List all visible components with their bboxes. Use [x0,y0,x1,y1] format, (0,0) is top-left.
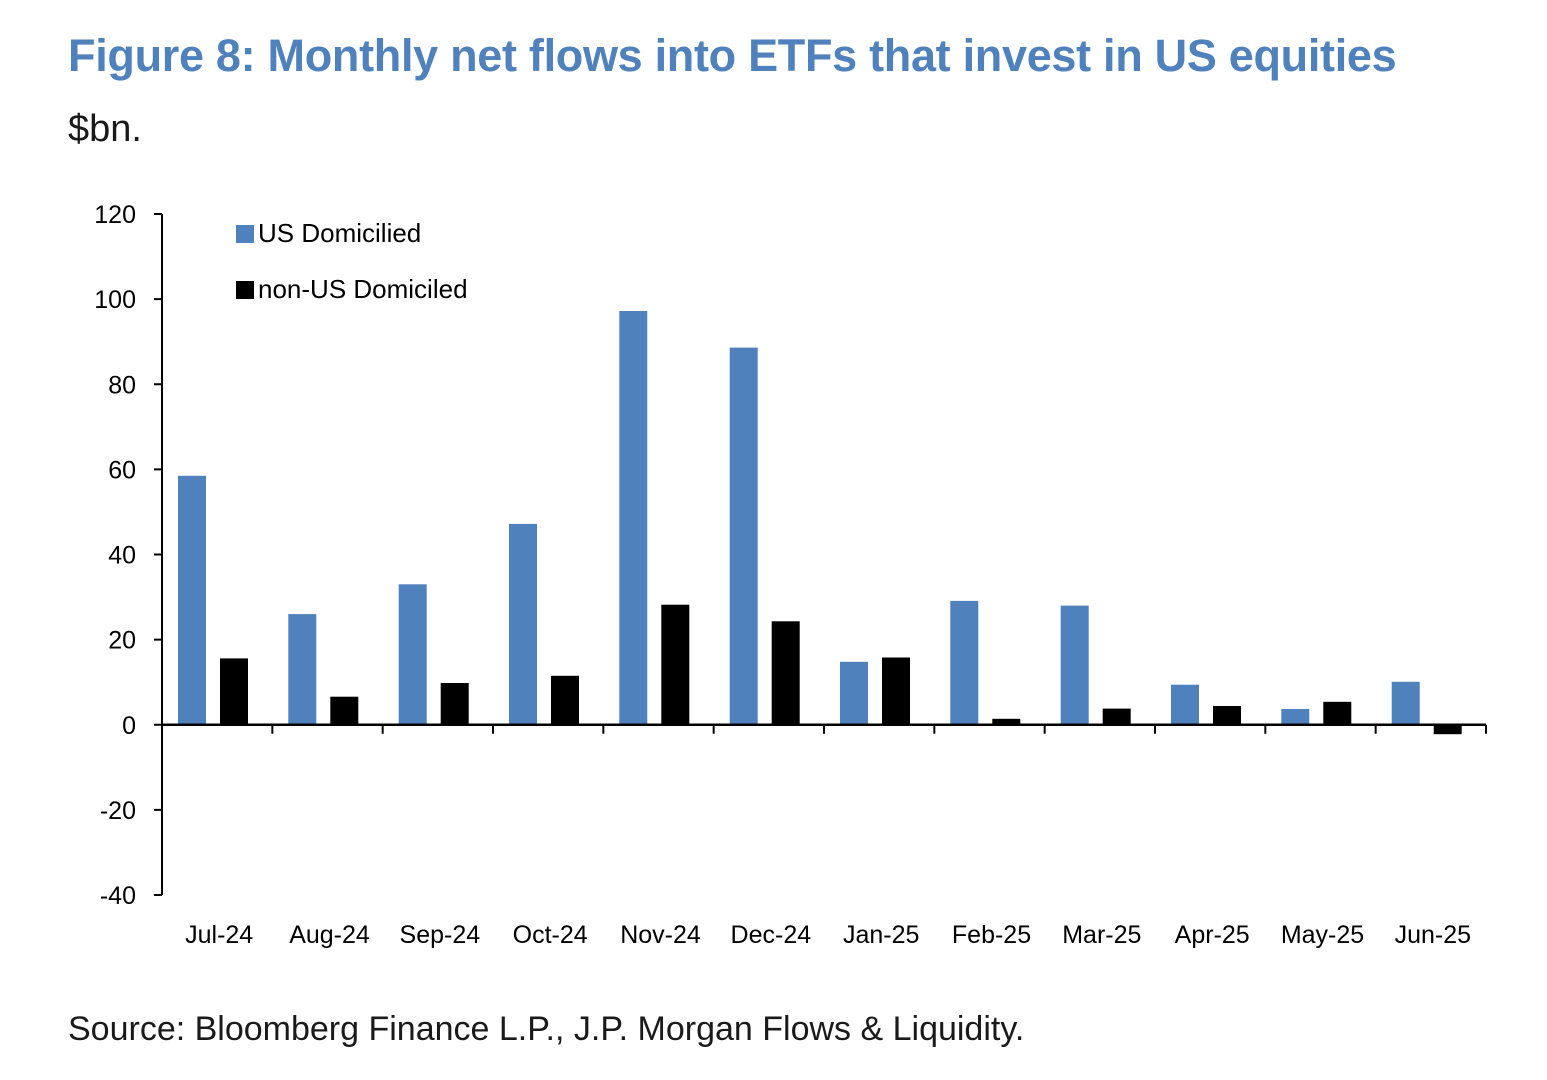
bar-us-domiciled-dec-24 [729,347,758,725]
x-tick-label: Jan-25 [843,921,919,949]
x-tick-label: Feb-25 [952,921,1031,949]
bar-non-us-domiciled-may-25 [1323,701,1352,725]
y-tick-label: 40 [108,542,136,570]
bar-non-us-domiciled-nov-24 [661,604,690,725]
bar-non-us-domiciled-aug-24 [330,696,359,725]
chart-title: Figure 8: Monthly net flows into ETFs th… [68,30,1397,81]
x-tick-label: Jul-24 [185,921,253,949]
legend: US Domicilied non-US Domiciled [236,218,468,304]
legend-swatch [236,225,254,243]
bar-non-us-domiciled-feb-25 [992,718,1021,725]
bar-non-us-domiciled-jul-24 [220,658,248,725]
bar-us-domiciled-apr-25 [1171,684,1199,725]
bar-non-us-domiciled-sep-24 [440,683,469,725]
bar-non-us-domiciled-dec-24 [771,621,800,725]
y-tick-label: 120 [94,201,136,229]
y-tick-label: 80 [108,371,136,399]
legend-label: non-US Domiciled [258,274,468,304]
bars-layer [178,311,1462,735]
y-tick-label: 20 [108,627,136,655]
x-tick-label: Mar-25 [1062,921,1141,949]
bar-us-domiciled-feb-25 [950,600,979,725]
bar-us-domiciled-nov-24 [619,311,648,725]
legend-label: US Domicilied [258,218,421,248]
bar-us-domiciled-aug-24 [288,614,317,725]
bar-us-domiciled-mar-25 [1060,605,1089,725]
y-tick-label: -40 [100,882,136,910]
x-tick-label: Sep-24 [400,921,481,949]
x-tick-label: May-25 [1281,921,1364,949]
x-tick-label: Nov-24 [620,921,701,949]
x-tick-label: Dec-24 [731,921,812,949]
axes-layer: -40 -20 0 20 40 60 80 100 120 Jul-24 Aug-24 Sep-24 O… [94,201,1487,949]
bar-non-us-domiciled-apr-25 [1213,706,1241,725]
bar-us-domiciled-oct-24 [509,523,537,725]
y-tick-label: -20 [100,797,136,825]
bar-chart: -40 -20 0 20 40 60 80 100 120 Jul-24 Aug-24 Sep-24 O… [94,201,1487,949]
chart-subtitle: $bn. [68,108,142,150]
bar-us-domiciled-jul-24 [178,475,206,725]
bar-non-us-domiciled-mar-25 [1102,708,1131,725]
bar-us-domiciled-sep-24 [398,584,427,725]
bar-us-domiciled-jan-25 [840,661,868,725]
bar-non-us-domiciled-jan-25 [882,657,910,725]
y-tick-label: 60 [108,456,136,484]
bar-us-domiciled-jun-25 [1391,681,1420,725]
source-note: Source: Bloomberg Finance L.P., J.P. Mor… [68,1010,1025,1048]
x-tick-label: Apr-25 [1175,921,1250,949]
bar-non-us-domiciled-oct-24 [551,675,579,725]
y-tick-label: 100 [94,286,136,314]
legend-swatch [236,281,254,299]
x-tick-label: Oct-24 [513,921,588,949]
bar-us-domiciled-may-25 [1281,709,1310,725]
x-tick-label: Aug-24 [289,921,370,949]
bar-non-us-domiciled-jun-25 [1433,724,1462,735]
x-tick-label: Jun-25 [1395,921,1471,949]
y-tick-label: 0 [122,712,136,740]
